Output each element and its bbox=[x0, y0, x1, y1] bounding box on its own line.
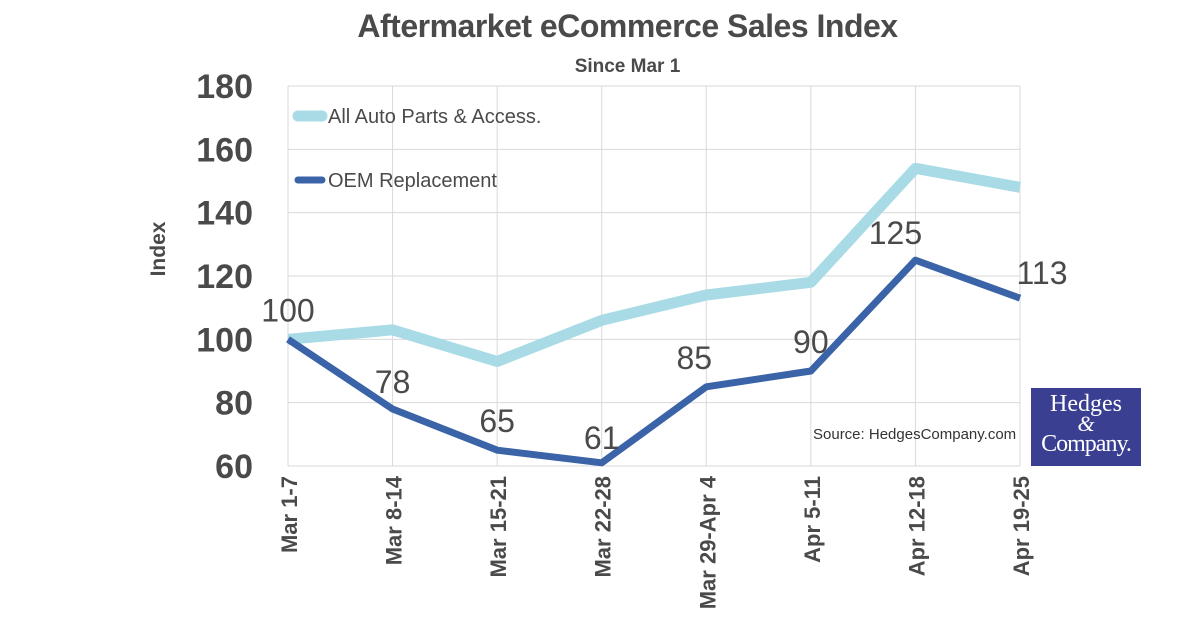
x-tick-label-1: Mar 8-14 bbox=[382, 475, 407, 565]
data-label-1: 78 bbox=[375, 364, 411, 400]
y-tick-label-4: 140 bbox=[196, 195, 253, 233]
legend: All Auto Parts & Access. OEM Replacement bbox=[292, 106, 541, 192]
y-tick-label-5: 160 bbox=[196, 131, 253, 169]
data-label-2: 65 bbox=[479, 403, 515, 439]
logo-line-1: Hedges bbox=[1050, 391, 1122, 417]
logo-line-2: Company. bbox=[1041, 431, 1132, 457]
series-line-0 bbox=[287, 162, 1021, 367]
chart-subtitle: Since Mar 1 bbox=[574, 56, 681, 77]
data-label-4: 85 bbox=[676, 340, 712, 376]
x-tick-label-4: Mar 29-Apr 4 bbox=[695, 475, 720, 609]
y-axis-label: Index bbox=[147, 221, 170, 276]
y-tick-label-6: 180 bbox=[196, 68, 253, 106]
x-tick-label-0: Mar 1-7 bbox=[277, 476, 302, 553]
x-tick-label-5: Apr 5-11 bbox=[800, 476, 825, 563]
data-label-5: 90 bbox=[793, 324, 829, 360]
y-tick-label-3: 120 bbox=[196, 258, 253, 296]
data-label-3: 61 bbox=[584, 420, 620, 456]
data-label-0: 100 bbox=[261, 292, 314, 328]
y-axis-ticks: 60 80 100 120 140 160 180 bbox=[196, 68, 253, 486]
company-logo: Hedges & Company. bbox=[1031, 388, 1141, 466]
x-axis-ticks: Mar 1-7 Mar 8-14 Mar 15-21 Mar 22-28 Mar 29-… bbox=[277, 475, 1034, 609]
data-label-6: 125 bbox=[869, 215, 922, 251]
chart-title: Aftermarket eCommerce Sales Index bbox=[357, 8, 898, 44]
x-tick-label-3: Mar 22-28 bbox=[591, 476, 616, 578]
legend-label-0: All Auto Parts & Access. bbox=[328, 106, 541, 128]
y-tick-label-1: 80 bbox=[215, 385, 253, 423]
x-tick-label-2: Mar 15-21 bbox=[486, 476, 511, 578]
data-labels: 100 78 65 61 85 90 125 113 bbox=[261, 215, 1067, 456]
x-tick-label-7: Apr 19-25 bbox=[1009, 476, 1034, 576]
series-line-1 bbox=[286, 256, 1022, 467]
data-label-7: 113 bbox=[1016, 255, 1067, 291]
y-tick-label-2: 100 bbox=[196, 321, 253, 359]
grid-lines bbox=[287, 85, 1021, 467]
legend-label-1: OEM Replacement bbox=[328, 170, 497, 192]
x-tick-label-6: Apr 12-18 bbox=[904, 476, 929, 576]
logo-ampersand: & bbox=[1077, 411, 1095, 436]
y-tick-label-0: 60 bbox=[215, 448, 253, 486]
source-note: Source: HedgesCompany.com bbox=[813, 426, 1017, 443]
series-lines bbox=[286, 162, 1022, 467]
